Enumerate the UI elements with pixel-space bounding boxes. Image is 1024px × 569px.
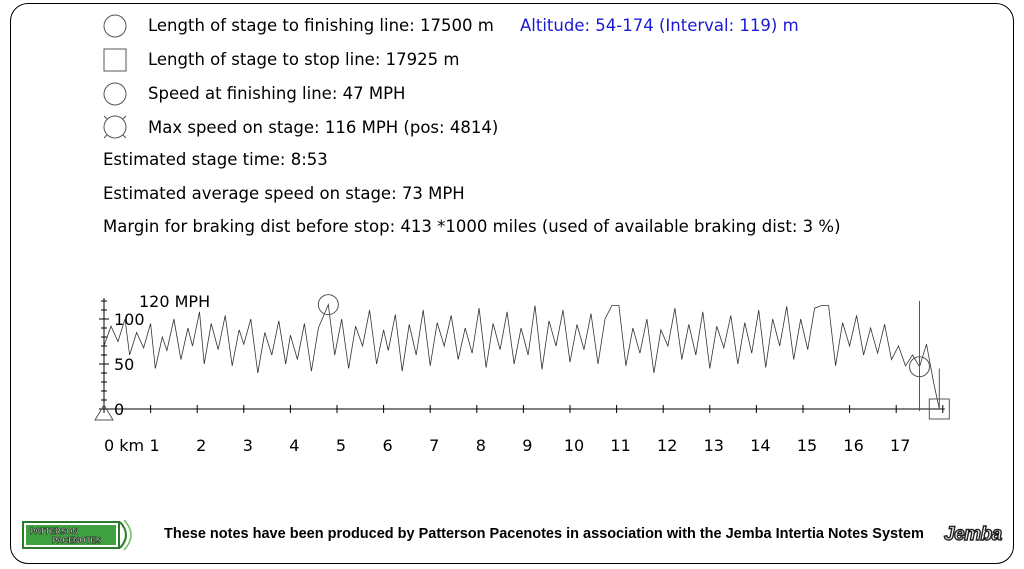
x-tick-label: 14 [750,436,770,455]
x-tick-label: 9 [522,436,532,455]
x-tick-label: 1 [150,436,160,455]
x-tick-label: 5 [336,436,346,455]
x-tick-label: 2 [196,436,206,455]
footer-credit: These notes have been produced by Patter… [164,526,924,542]
speed-chart: 050100120 MPH0 km 1 2 3 4 5 6 7 8 9 10 11 12 13 14 15 16… [0,0,1024,569]
x-tick-label: 6 [383,436,393,455]
x-unit-label: 0 km [104,436,144,455]
y-tick-label: 100 [114,310,145,329]
x-tick-label: 16 [843,436,863,455]
x-tick-label: 4 [289,436,299,455]
x-tick-label: 15 [797,436,817,455]
patterson-pacenotes-logo: PATTERSON PACENOTES [22,518,134,552]
x-tick-label: 3 [243,436,253,455]
y-tick-label: 0 [114,400,124,419]
y-tick-label: 50 [114,355,134,374]
x-tick-label: 11 [610,436,630,455]
x-tick-label: 7 [429,436,439,455]
x-tick-label: 10 [564,436,584,455]
x-tick-label: 13 [704,436,724,455]
y-unit-label: 120 MPH [139,292,210,311]
x-tick-label: 12 [657,436,677,455]
x-tick-label: 8 [476,436,486,455]
svg-text:PATTERSON: PATTERSON [30,527,78,536]
speed-line [104,305,939,409]
x-tick-label: 17 [890,436,910,455]
svg-text:PACENOTES: PACENOTES [52,536,102,545]
jemba-logo: Jemba [944,524,1002,546]
